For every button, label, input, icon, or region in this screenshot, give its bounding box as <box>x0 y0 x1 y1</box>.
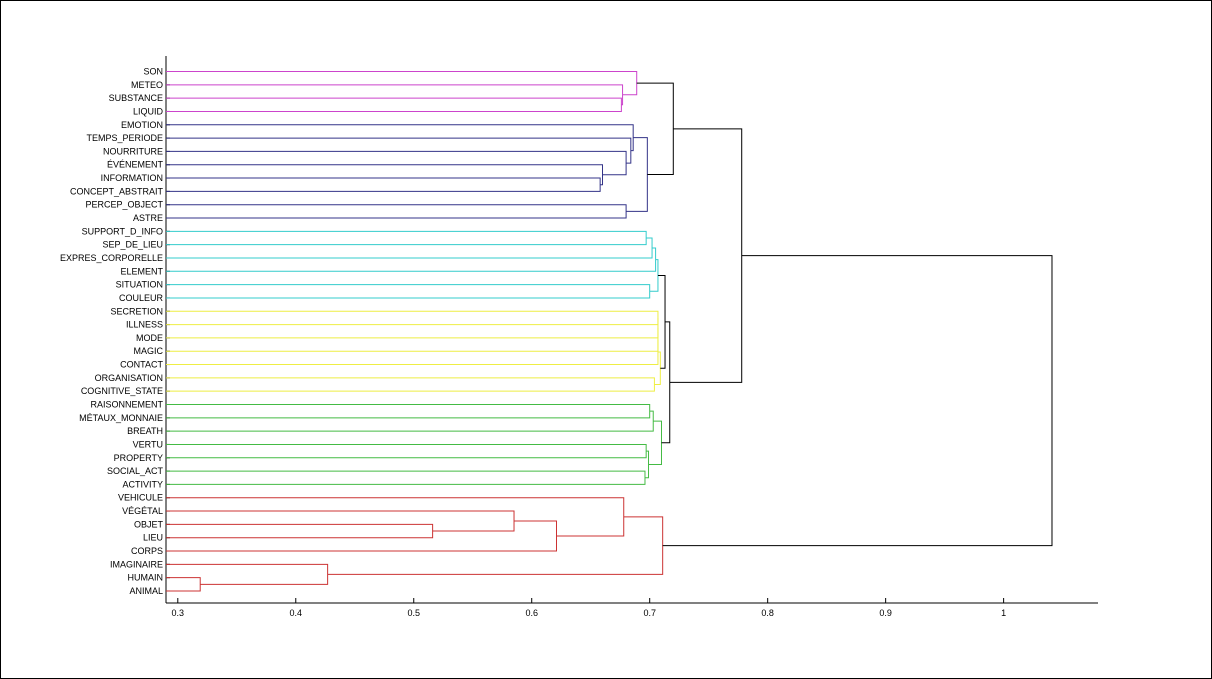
leaf-label: SITUATION <box>116 280 163 290</box>
leaf-label: INFORMATION <box>101 173 163 183</box>
dendrogram-link <box>648 420 662 465</box>
x-tick-label: 0.7 <box>643 608 656 618</box>
x-tick-label: 0.8 <box>761 608 774 618</box>
x-tick-label: 0.4 <box>290 608 303 618</box>
dendrogram-link <box>166 327 659 352</box>
dendrogram-link <box>327 516 664 575</box>
leaf-label: MAGIC <box>133 346 163 356</box>
axes: 0.3 0.4 0.5 0.6 0.7 0.8 0.9 1 SON METEO SUBSTANCE L… <box>60 56 1098 618</box>
leaf-label: ANIMAL <box>129 586 163 596</box>
leaf-label: ASTRE <box>133 213 163 223</box>
dendrogram-link <box>166 497 625 537</box>
leaf-label: CONTACT <box>120 360 163 370</box>
leaf-label: METEO <box>131 80 163 90</box>
dendrogram-link <box>166 204 627 219</box>
dendrogram-links <box>166 71 1053 592</box>
x-tick-label: 0.6 <box>525 608 538 618</box>
leaf-label: SUPPORT_D_INFO <box>82 226 163 236</box>
dendrogram-link <box>166 164 604 186</box>
leaf-label: ÉVÉNEMENT <box>107 160 164 170</box>
dendrogram-link <box>166 339 659 366</box>
dendrogram-link <box>669 128 743 383</box>
leaf-label: COGNITIVE_STATE <box>81 386 163 396</box>
dendrogram-link <box>166 377 655 392</box>
leaf-label: PROPERTY <box>114 453 163 463</box>
dendrogram-link <box>166 71 638 96</box>
dendrogram-link <box>654 351 661 386</box>
leaf-label: EMOTION <box>121 120 163 130</box>
leaf-label: SOCIAL_ACT <box>107 466 164 476</box>
leaf-label: ORGANISATION <box>95 373 163 383</box>
dendrogram-link <box>166 410 654 432</box>
leaf-label: VEHICULE <box>118 493 163 503</box>
dendrogram-link <box>166 523 434 539</box>
leaf-label: HUMAIN <box>128 573 164 583</box>
x-tick-label: 0.5 <box>407 608 420 618</box>
dendrogram-link <box>166 137 632 164</box>
leaf-label: PERCEP_OBJECT <box>85 200 163 210</box>
leaf-label: MÉTAUX_MONNAIE <box>79 413 163 423</box>
leaf-label: ACTIVITY <box>122 479 163 489</box>
dendrogram-link <box>166 284 651 299</box>
leaf-label: LIEU <box>143 533 163 543</box>
leaf-label: TEMPS_PERIODE <box>86 133 163 143</box>
dendrogram-link <box>644 450 650 479</box>
leaf-label: EXPRES_CORPORELLE <box>60 253 163 263</box>
leaf-label: MODE <box>136 333 163 343</box>
dendrogram-link <box>166 150 627 176</box>
leaf-label: SECRETION <box>110 306 163 316</box>
leaf-label: IMAGINAIRE <box>110 559 163 569</box>
dendrogram-link <box>166 247 657 272</box>
dendrogram-link <box>166 237 653 259</box>
leaf-label: BREATH <box>127 426 163 436</box>
dendrogram-link <box>166 404 651 419</box>
dendrogram-link <box>166 310 659 326</box>
leaf-label: ILLNESS <box>126 320 163 330</box>
leaf-label: SON <box>143 67 163 77</box>
leaf-label: NOURRITURE <box>103 146 163 156</box>
dendrogram-link <box>661 321 671 444</box>
leaf-label: COULEUR <box>119 293 164 303</box>
dendrogram-link <box>166 510 515 532</box>
leaf-label: SEP_DE_LIEU <box>102 240 163 250</box>
dendrogram-link <box>166 97 622 112</box>
leaf-label: CONCEPT_ABSTRAIT <box>70 186 164 196</box>
dendrogram-link <box>636 82 674 176</box>
leaf-label: LIQUID <box>133 106 164 116</box>
dendrogram-link <box>166 470 646 485</box>
dendrogram-link <box>626 137 648 212</box>
leaf-label: CORPS <box>131 546 163 556</box>
dendrogram-link <box>166 563 329 585</box>
dendrogram-link <box>166 577 201 592</box>
dendrogram-link <box>166 443 647 459</box>
leaf-label: SUBSTANCE <box>109 93 163 103</box>
x-tick-label: 0.3 <box>172 608 185 618</box>
leaf-label: VÉGÉTAL <box>122 506 163 516</box>
x-tick-label: 0.9 <box>879 608 892 618</box>
dendrogram-link <box>166 317 659 339</box>
leaf-label: RAISONNEMENT <box>90 400 163 410</box>
dendrogram-link <box>657 274 666 369</box>
dendrogram-link <box>166 84 624 106</box>
dendrogram-link <box>166 177 601 192</box>
dendrogram-link <box>166 230 647 246</box>
dendrogram-link <box>166 520 557 552</box>
dendrogram-link <box>649 259 659 292</box>
leaf-label: ELEMENT <box>120 266 163 276</box>
x-tick-label: 1 <box>1001 608 1006 618</box>
dendrogram-link <box>662 255 1053 547</box>
leaf-label: OBJET <box>134 519 164 529</box>
leaf-label: VERTU <box>133 439 163 449</box>
